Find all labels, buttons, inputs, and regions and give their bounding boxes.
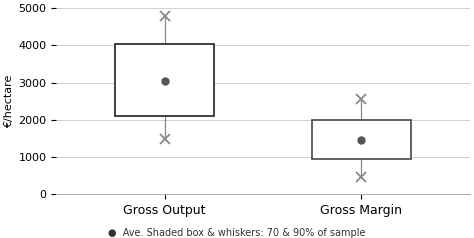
Text: ●  Ave. Shaded box & whiskers: 70 & 90% of sample: ● Ave. Shaded box & whiskers: 70 & 90% o… (108, 228, 366, 238)
Bar (115, 44, 214, 116)
Bar (312, 120, 411, 159)
Y-axis label: €/hectare: €/hectare (4, 75, 14, 128)
